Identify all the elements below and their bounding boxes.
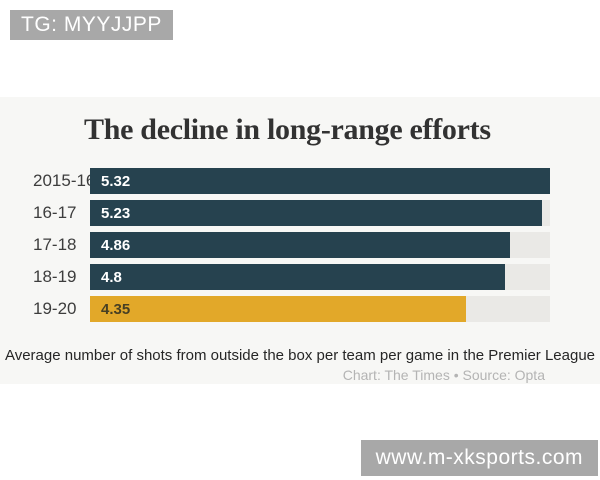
bar-row: 2015-16 5.32	[0, 168, 600, 194]
bar: 4.8	[90, 264, 506, 290]
chart-caption: Average number of shots from outside the…	[4, 347, 596, 364]
tg-badge-text: TG: MYYJJPP	[21, 13, 162, 36]
bar-track: 5.32	[90, 168, 550, 194]
bar-row: 18-19 4.8	[0, 264, 600, 290]
row-label: 2015-16	[33, 171, 96, 190]
bar: 5.32	[90, 168, 550, 194]
bar-row: 16-17 5.23	[0, 200, 600, 226]
bar-track: 4.8	[90, 264, 550, 290]
bar-highlight: 4.35	[90, 296, 467, 322]
row-label: 17-18	[33, 235, 77, 254]
bar: 4.86	[90, 232, 511, 258]
bar-value-label: 4.86	[101, 236, 131, 254]
bar: 5.23	[90, 200, 543, 226]
bar-row: 19-20 4.35	[0, 296, 600, 322]
bar-value-label: 5.23	[101, 204, 131, 222]
chart-attribution: Chart: The Times • Source: Opta	[342, 367, 545, 383]
bar-row: 17-18 4.86	[0, 232, 600, 258]
bar-value-label: 4.8	[101, 268, 122, 286]
row-label: 16-17	[33, 203, 77, 222]
tg-badge: TG: MYYJJPP	[10, 10, 173, 40]
chart-card: The decline in long-range efforts 2015-1…	[0, 97, 600, 384]
bar-rows: 2015-16 5.32 16-17 5.23 17-18 4.86 18-19 4.8 19-…	[0, 168, 600, 322]
bar-track: 4.86	[90, 232, 550, 258]
watermark-text: www.m-xksports.com	[375, 446, 583, 469]
watermark-badge: www.m-xksports.com	[360, 440, 598, 476]
bar-value-label: 5.32	[101, 172, 131, 190]
bar-value-label: 4.35	[101, 300, 131, 318]
chart-title: The decline in long-range efforts	[84, 113, 491, 146]
row-label: 19-20	[33, 299, 77, 318]
bar-track: 4.35	[90, 296, 550, 322]
row-label: 18-19	[33, 267, 77, 286]
bar-track: 5.23	[90, 200, 550, 226]
